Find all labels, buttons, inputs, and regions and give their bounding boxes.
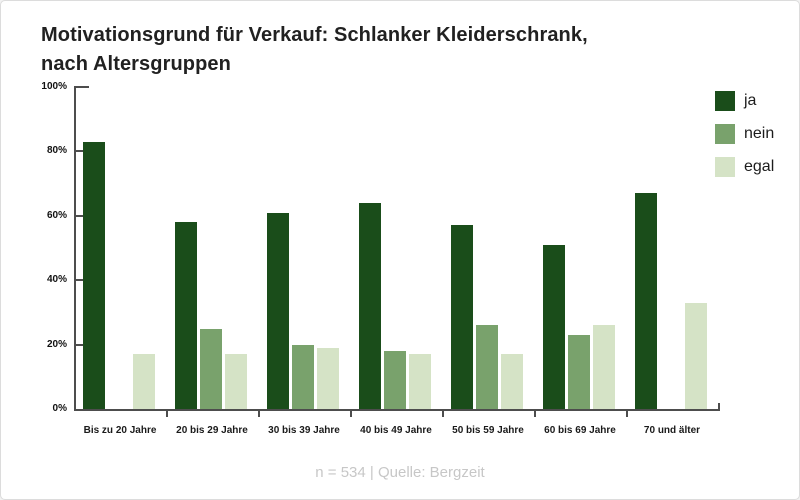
y-axis-tick	[74, 150, 86, 153]
y-tick-label: 20%	[46, 338, 67, 350]
legend-label-nein: nein	[744, 125, 775, 142]
chart-title-line2: nach Altersgruppen	[41, 53, 231, 75]
x-category-label: 60 bis 69 Jahre	[544, 425, 616, 436]
x-axis-line	[74, 409, 720, 411]
bar-egal-4	[501, 354, 523, 409]
y-tick-label: 100%	[41, 81, 67, 92]
legend-swatch-egal	[715, 157, 735, 177]
chart-title-line1: Motivationsgrund für Verkauf: Schlanker …	[41, 24, 588, 46]
bar-ja-2	[267, 212, 289, 409]
y-axis-tick	[74, 343, 86, 346]
bar-egal-3	[409, 354, 431, 409]
bar-nein-2	[292, 344, 314, 409]
x-category-label: 30 bis 39 Jahre	[268, 425, 340, 436]
bar-egal-1	[225, 354, 247, 409]
y-tick-label: 40%	[46, 274, 67, 286]
x-category-label: 50 bis 59 Jahre	[452, 425, 524, 436]
legend-swatch-ja	[715, 91, 735, 111]
bar-ja-6	[635, 193, 657, 409]
y-axis-tick	[74, 86, 89, 88]
x-axis-end-tick	[718, 403, 720, 411]
source-note: n = 534 | Quelle: Bergzeit	[315, 464, 485, 481]
y-axis-tick	[74, 279, 86, 282]
bar-ja-5	[543, 244, 565, 409]
bar-egal-6	[685, 302, 707, 409]
bar-nein-4	[476, 325, 498, 409]
bar-egal-5	[593, 325, 615, 409]
y-tick-label: 60%	[46, 209, 67, 221]
y-tick-label: 0%	[52, 403, 67, 414]
bar-ja-4	[451, 225, 473, 409]
bar-nein-5	[568, 334, 590, 409]
x-category-label: 20 bis 29 Jahre	[176, 425, 248, 436]
x-category-label: 40 bis 49 Jahre	[360, 425, 432, 436]
x-axis-tick	[534, 409, 536, 417]
bar-nein-3	[384, 351, 406, 409]
bar-nein-1	[200, 328, 222, 409]
legend-swatch-nein	[715, 124, 735, 144]
x-axis-tick	[258, 409, 260, 417]
bar-ja-3	[359, 202, 381, 409]
x-axis-tick	[626, 409, 628, 417]
x-axis-tick	[442, 409, 444, 417]
bar-ja-1	[175, 222, 197, 409]
bar-egal-2	[317, 347, 339, 409]
chart-title: Motivationsgrund für Verkauf: Schlanker …	[41, 21, 588, 79]
x-axis-tick	[166, 409, 168, 417]
x-category-label: 70 und älter	[643, 425, 701, 436]
y-axis-tick	[74, 214, 86, 217]
y-tick-label: 80%	[46, 145, 67, 157]
x-axis-tick	[350, 409, 352, 417]
y-axis-line	[74, 87, 76, 409]
legend-item-ja: ja	[715, 91, 756, 111]
bar-ja-0	[83, 141, 105, 409]
legend-item-nein: nein	[715, 124, 774, 144]
legend-label-ja: ja	[744, 92, 757, 109]
bar-egal-0	[133, 354, 155, 409]
legend-item-egal: egal	[715, 157, 774, 177]
legend-label-egal: egal	[744, 158, 775, 175]
x-category-label: Bis zu 20 Jahre	[83, 425, 157, 436]
